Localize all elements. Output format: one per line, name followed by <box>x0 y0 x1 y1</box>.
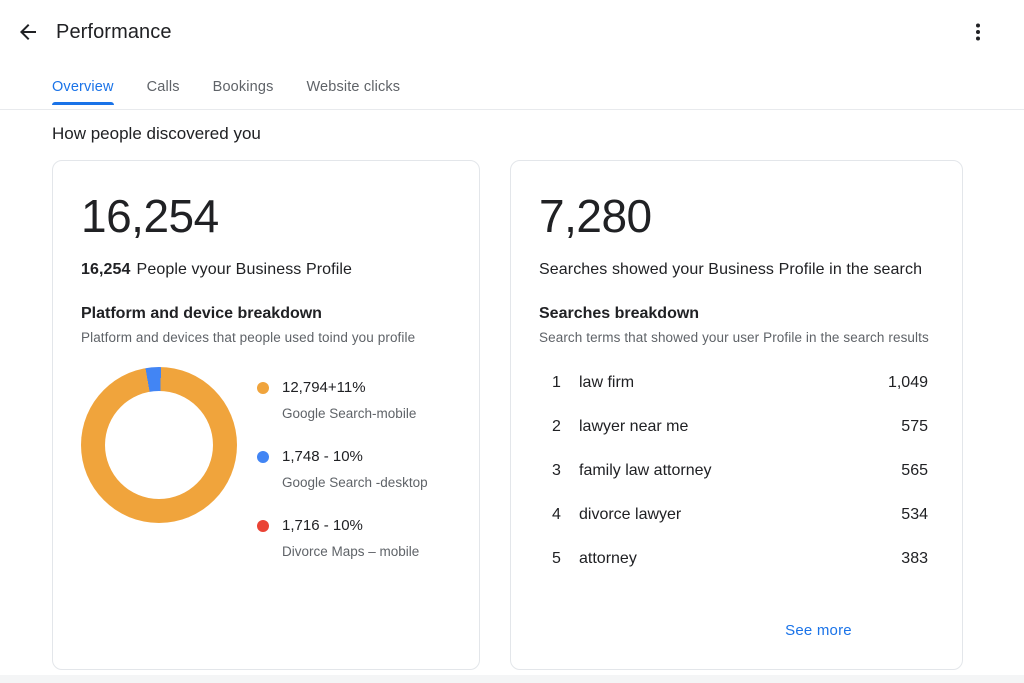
metric-searches-caption: Searches showed your Business Profile in… <box>539 261 923 278</box>
term-name: lawyer near me <box>579 418 689 435</box>
platform-chart-row: 12,794+11% Google Search-mobile 1,748 - … <box>81 367 453 559</box>
page-bottom-band <box>0 675 1024 683</box>
term-name: family law attorney <box>579 462 712 479</box>
legend-dot-red <box>257 520 269 532</box>
tab-website-clicks[interactable]: Website clicks <box>306 78 401 95</box>
term-rank: 1 <box>552 374 561 391</box>
content-area: How people discovered you 16,254 16,254 P… <box>0 124 1024 670</box>
tab-bar: Overview Calls Bookings Website clicks <box>0 64 1024 110</box>
cards-row: 16,254 16,254 People vyour Business Profi… <box>52 160 972 670</box>
term-count: 534 <box>901 506 928 523</box>
term-rank: 3 <box>552 462 561 479</box>
platform-chart-legend: 12,794+11% Google Search-mobile 1,748 - … <box>257 367 428 559</box>
back-button[interactable] <box>10 14 46 50</box>
table-row: 1 law firm 1,049 <box>539 361 936 405</box>
legend-label: Google Search -desktop <box>282 475 428 490</box>
card-platform-breakdown: 16,254 16,254 People vyour Business Profi… <box>52 160 480 670</box>
section-title: How people discovered you <box>52 124 261 143</box>
arrow-back-icon <box>20 24 36 40</box>
see-more-row: See more <box>539 622 936 651</box>
search-terms-list: 1 law firm 1,049 2 lawyer near me 575 3 … <box>539 361 936 581</box>
searches-breakdown-subtitle: Search terms that showed your user Profi… <box>539 330 929 345</box>
searches-breakdown-title: Searches breakdown <box>539 305 700 322</box>
legend-item-google-search-desktop: 1,748 - 10% Google Search -desktop <box>257 448 428 490</box>
term-rank: 5 <box>552 550 561 567</box>
tab-overview[interactable]: Overview <box>52 64 114 109</box>
legend-item-google-search-mobile: 12,794+11% Google Search-mobile <box>257 379 428 421</box>
metric-total-searches: 7,280 <box>539 190 652 242</box>
platform-breakdown-title: Platform and device breakdown <box>81 305 322 322</box>
term-count: 383 <box>901 550 928 567</box>
term-rank: 4 <box>552 506 561 523</box>
see-more-link[interactable]: See more <box>785 622 852 639</box>
tab-bookings[interactable]: Bookings <box>212 78 274 95</box>
table-row: 3 family law attorney 565 <box>539 449 936 493</box>
legend-value: 1,748 - 10% <box>282 448 363 465</box>
card-searches-breakdown: 7,280 Searches showed your Business Prof… <box>510 160 963 670</box>
app-header: Performance <box>0 0 1024 64</box>
kebab-menu-icon <box>976 23 980 41</box>
term-name: divorce lawyer <box>579 506 682 523</box>
table-row: 5 attorney 383 <box>539 537 936 581</box>
term-count: 1,049 <box>887 374 928 391</box>
term-name: law firm <box>579 374 635 391</box>
metric-views-caption: 16,254 People vyour Business Profile <box>81 261 453 279</box>
term-count: 575 <box>901 418 928 435</box>
legend-label: Divorce Maps – mobile <box>282 544 420 559</box>
table-row: 4 divorce lawyer 534 <box>539 493 936 537</box>
legend-dot-blue <box>257 451 269 463</box>
platform-breakdown-subtitle: Platform and devices that people used to… <box>81 330 416 345</box>
table-row: 2 lawyer near me 575 <box>539 405 936 449</box>
legend-value: 1,716 - 10% <box>282 517 363 534</box>
term-count: 565 <box>901 462 928 479</box>
metric-views-caption-number: 16,254 <box>81 261 131 278</box>
platform-donut-chart <box>81 367 237 523</box>
legend-item-maps-mobile: 1,716 - 10% Divorce Maps – mobile <box>257 517 428 559</box>
more-options-button[interactable] <box>960 14 996 50</box>
legend-label: Google Search-mobile <box>282 406 417 421</box>
legend-value: 12,794+11% <box>282 379 366 396</box>
metric-views-caption-text: People vyour Business Profile <box>136 261 353 278</box>
term-name: attorney <box>579 550 637 567</box>
tab-calls[interactable]: Calls <box>146 78 180 95</box>
legend-dot-orange <box>257 382 269 394</box>
page-title: Performance <box>56 20 172 43</box>
metric-total-views: 16,254 <box>81 190 219 242</box>
term-rank: 2 <box>552 418 561 435</box>
